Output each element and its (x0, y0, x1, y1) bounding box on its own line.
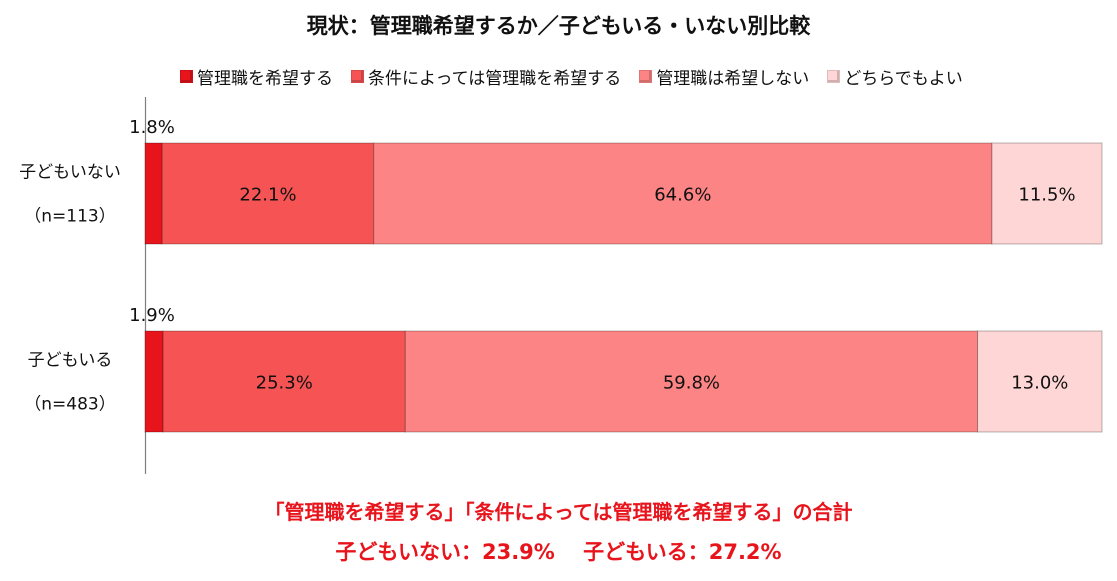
legend-swatch-not-want (639, 69, 653, 83)
legend-label-want: 管理職を希望する (197, 68, 333, 89)
data-label: 1.9% (129, 305, 175, 326)
legend-label-not-want: 管理職は希望しない (656, 68, 810, 89)
legend-item-want: 管理職を希望する (180, 64, 333, 89)
data-label: 25.3% (256, 373, 313, 394)
data-label: 11.5% (1018, 185, 1075, 206)
data-label: 1.8% (129, 117, 175, 138)
data-label: 59.8% (663, 373, 720, 394)
bar-segment-want (144, 142, 163, 245)
bar-segment-not-want (373, 142, 993, 245)
category-n-label: （n=483） (24, 395, 115, 415)
legend-item-conditional: 条件によっては管理職を希望する (351, 64, 621, 89)
data-label: 22.1% (239, 185, 296, 206)
bar-segment-either (991, 142, 1103, 245)
summary-line-1: 「管理職を希望する」「条件によっては管理職を希望する」の合計 (264, 500, 853, 524)
legend-label-conditional: 条件によっては管理職を希望する (368, 68, 622, 89)
chart-legend: 管理職を希望する 条件によっては管理職を希望する 管理職は希望しない どちらでも… (180, 64, 963, 89)
bar-segment-not-want (404, 330, 979, 433)
legend-swatch-either (827, 69, 841, 83)
bar-segment-conditional (161, 142, 375, 245)
legend-item-either: どちらでもよい (827, 64, 963, 89)
bar-segment-conditional (162, 330, 406, 433)
data-label: 64.6% (654, 185, 711, 206)
legend-swatch-conditional (351, 69, 364, 83)
category-label: 子どもいる (28, 351, 113, 371)
summary-line-2: 子どもいない：23.9% 子どもいる：27.2% (335, 540, 782, 564)
legend-swatch-want (180, 69, 193, 83)
bar-segment-either (977, 330, 1103, 433)
legend-label-either: どちらでもよい (844, 68, 963, 89)
bar-segment-want (144, 330, 164, 433)
data-label: 13.0% (1011, 373, 1068, 394)
legend-item-not-want: 管理職は希望しない (639, 64, 809, 89)
category-label: 子どもいない (19, 163, 121, 183)
category-n-label: （n=113） (24, 207, 115, 227)
chart-title: 現状：管理職希望するか／子どもいる・いない別比較 (306, 14, 811, 38)
